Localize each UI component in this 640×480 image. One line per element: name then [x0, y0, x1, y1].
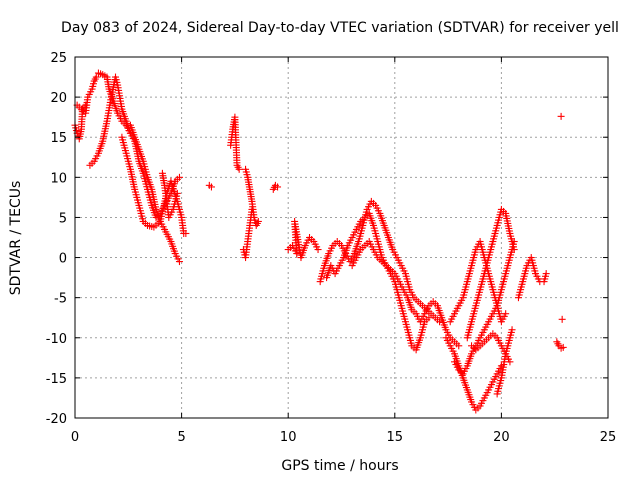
plot-frame: [74, 56, 609, 419]
data-point: [173, 189, 181, 197]
data-points: [71, 69, 567, 414]
data-point: [425, 314, 433, 322]
grid: [75, 57, 608, 418]
data-point: [207, 183, 215, 191]
data-point: [314, 246, 322, 254]
data-point: [557, 112, 565, 120]
y-tick-label: 20: [50, 91, 67, 106]
y-axis-label: SDTVAR / TECUs: [8, 181, 24, 296]
y-tick-label: 5: [59, 211, 67, 226]
data-point: [455, 342, 463, 350]
data-point: [92, 73, 100, 81]
data-point: [182, 229, 190, 237]
y-tick-label: -15: [46, 372, 67, 387]
data-point: [510, 246, 518, 254]
data-point: [274, 183, 282, 191]
x-tick-label: 5: [177, 430, 185, 445]
y-tick-label: 10: [50, 171, 67, 186]
data-point: [175, 258, 183, 266]
data-point: [254, 217, 262, 225]
x-tick-label: 15: [387, 430, 404, 445]
y-tick-label: 15: [50, 131, 67, 146]
y-tick-label: -20: [46, 412, 67, 427]
x-tick-label: 25: [600, 430, 617, 445]
chart-title: Day 083 of 2024, Sidereal Day-to-day VTE…: [61, 20, 619, 36]
data-point: [558, 315, 566, 323]
y-tick-label: 25: [50, 51, 67, 66]
data-point: [436, 318, 444, 326]
data-point: [175, 173, 183, 181]
x-axis-label: GPS time / hours: [281, 458, 398, 474]
data-point: [559, 343, 567, 351]
y-tick-label: -10: [46, 332, 67, 347]
axis-ticks: 0 5 10 15 20 25 -20 -15 -10 -5 0 5 10 15 20 25: [46, 51, 617, 445]
y-tick-label: 0: [59, 252, 67, 267]
y-tick-label: -5: [54, 292, 67, 307]
x-tick-label: 10: [280, 430, 297, 445]
x-tick-label: 0: [71, 430, 79, 445]
data-point: [542, 270, 550, 278]
data-point: [235, 165, 243, 173]
x-tick-label: 20: [493, 430, 510, 445]
data-point: [508, 326, 516, 334]
data-point: [502, 310, 510, 318]
